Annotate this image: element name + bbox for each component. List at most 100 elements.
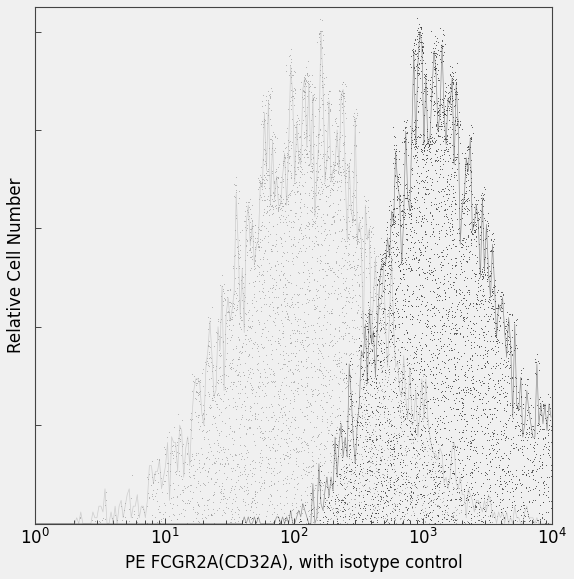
Point (419, 177, 428, 186)
Point (325, 393, 335, 402)
Point (204, 318, 214, 328)
Point (416, 130, 425, 140)
Point (430, 65, 439, 74)
Point (417, 144, 426, 153)
Point (214, 438, 223, 448)
Point (257, 178, 266, 188)
Point (186, 424, 195, 434)
Point (426, 218, 436, 227)
Point (292, 182, 301, 192)
Point (310, 122, 319, 131)
Point (464, 247, 473, 256)
Point (290, 217, 299, 226)
Point (406, 211, 416, 221)
Point (440, 101, 449, 111)
Point (352, 460, 361, 470)
Point (401, 234, 410, 244)
Point (390, 484, 399, 493)
Point (353, 420, 362, 430)
Point (477, 422, 486, 431)
Point (387, 319, 396, 328)
Point (490, 291, 499, 300)
Point (328, 165, 338, 174)
Point (217, 350, 226, 359)
Point (482, 336, 491, 345)
Point (472, 208, 481, 218)
Point (400, 133, 409, 142)
Point (487, 518, 497, 527)
Point (488, 247, 497, 256)
Point (467, 478, 476, 487)
Point (342, 168, 351, 178)
Point (432, 156, 441, 165)
Point (304, 159, 313, 168)
Point (487, 434, 497, 444)
Point (331, 425, 340, 434)
Point (239, 371, 249, 380)
Point (362, 489, 371, 499)
Point (94, 516, 103, 526)
Point (255, 372, 264, 381)
Point (153, 505, 162, 514)
Point (245, 279, 254, 288)
Point (228, 510, 237, 519)
Point (432, 455, 441, 464)
Point (435, 152, 444, 161)
Point (313, 354, 323, 364)
Point (401, 313, 410, 322)
Point (533, 356, 542, 365)
Point (262, 170, 272, 179)
Point (407, 434, 416, 444)
Point (151, 476, 160, 485)
Point (306, 478, 315, 488)
Point (322, 270, 331, 280)
Point (302, 471, 311, 480)
Point (456, 493, 466, 502)
Point (347, 232, 356, 241)
Point (416, 245, 425, 254)
Point (492, 446, 502, 455)
Point (314, 138, 323, 148)
Point (321, 381, 330, 390)
Point (223, 459, 232, 468)
Point (366, 332, 375, 341)
Point (228, 262, 238, 271)
Point (329, 157, 338, 166)
Point (457, 411, 466, 420)
Point (329, 164, 338, 174)
Point (301, 402, 311, 411)
Point (254, 287, 263, 296)
Point (292, 472, 301, 481)
Point (173, 500, 182, 510)
Point (369, 248, 378, 258)
Point (326, 419, 335, 428)
Point (268, 281, 277, 290)
Point (398, 389, 407, 398)
Point (344, 514, 354, 523)
Point (395, 263, 404, 272)
Point (432, 437, 441, 446)
Point (484, 445, 494, 454)
Point (308, 474, 317, 483)
Point (238, 400, 247, 409)
Point (199, 459, 208, 468)
Point (335, 367, 344, 376)
Point (448, 75, 457, 84)
Point (487, 393, 497, 402)
Point (451, 188, 460, 197)
Point (376, 336, 385, 345)
Point (515, 478, 524, 488)
Point (460, 272, 470, 281)
Point (406, 210, 415, 219)
Point (444, 315, 453, 324)
Point (402, 496, 411, 505)
Point (425, 262, 434, 271)
Point (348, 333, 357, 342)
Point (475, 240, 484, 249)
Point (439, 97, 448, 107)
Point (429, 100, 438, 109)
Point (291, 314, 300, 324)
Point (316, 457, 325, 467)
Point (382, 360, 391, 369)
Point (223, 307, 232, 317)
